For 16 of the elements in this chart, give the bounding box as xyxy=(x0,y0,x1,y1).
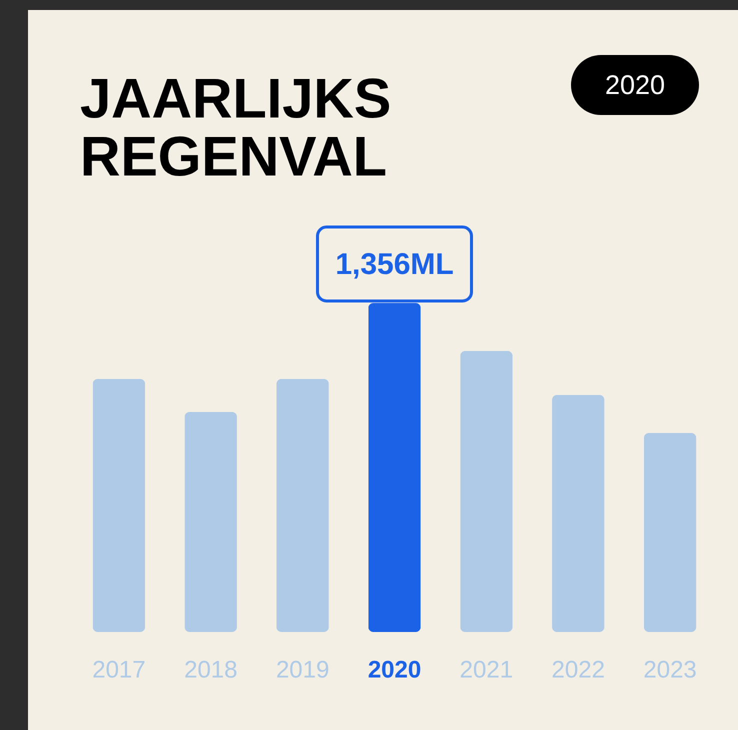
bar xyxy=(460,351,513,632)
bar xyxy=(276,378,329,632)
bar xyxy=(644,433,696,632)
x-tick-label: 2018 xyxy=(184,656,238,684)
bar xyxy=(552,394,604,632)
bar xyxy=(184,412,237,632)
x-tick-label: 2021 xyxy=(460,656,514,684)
data-label: 1,356ML xyxy=(335,248,454,281)
x-tick-label: 2017 xyxy=(92,656,146,684)
x-tick-label: 2019 xyxy=(276,656,330,684)
x-tick-label: 2022 xyxy=(552,656,605,684)
text: 2020 xyxy=(571,55,699,115)
x-tick-label: 2023 xyxy=(643,656,697,684)
bar xyxy=(92,378,146,632)
x-tick-label: 2020 xyxy=(368,656,422,684)
chart-title: JAARLIJKS REGENVAL xyxy=(80,66,392,188)
